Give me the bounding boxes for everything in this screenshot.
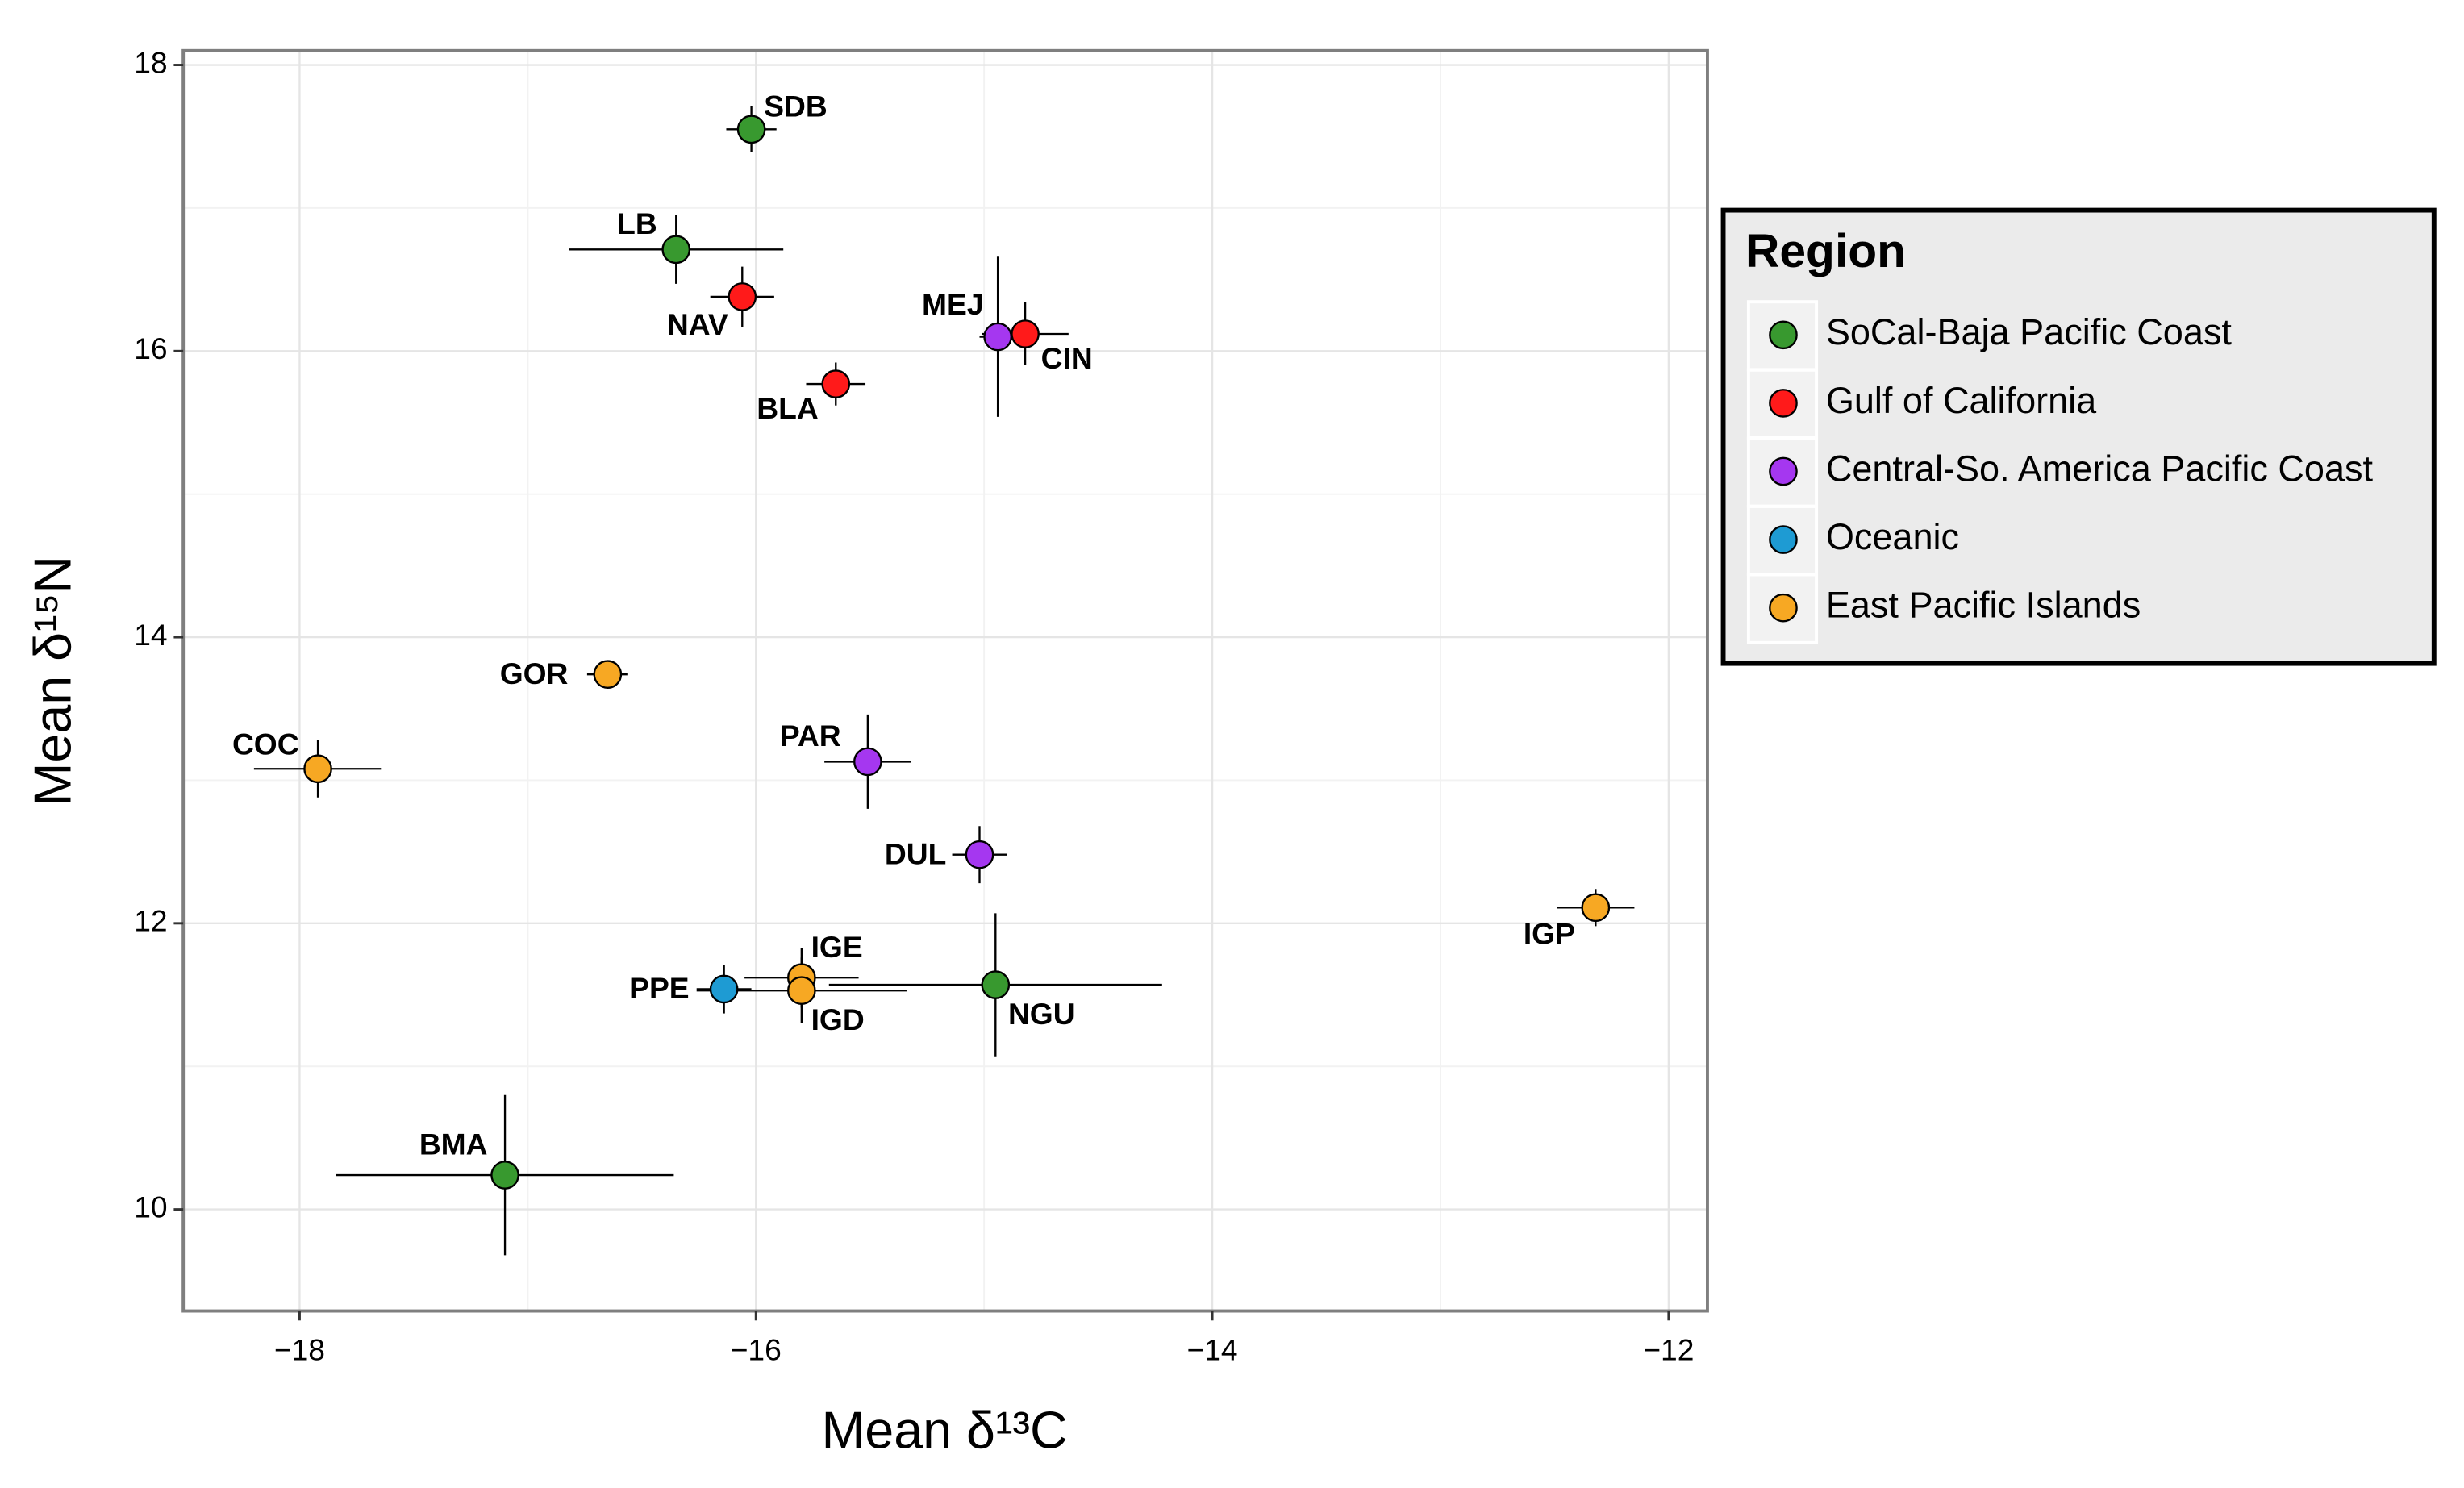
point-label: PAR <box>780 719 841 752</box>
legend-key <box>1746 436 1819 508</box>
legend-label: East Pacific Islands <box>1826 585 2141 626</box>
y-tick-label: 12 <box>134 904 167 938</box>
legend-box <box>1720 207 2437 666</box>
x-tick-label: −16 <box>731 1332 782 1366</box>
legend-label: Gulf of California <box>1826 380 2097 421</box>
y-tick-label: 18 <box>134 45 167 79</box>
point-label: PPE <box>629 971 689 1005</box>
y-tick-label: 16 <box>134 331 167 365</box>
point <box>736 115 766 144</box>
point-label: IGP <box>1524 916 1575 950</box>
point <box>728 282 757 311</box>
point <box>490 1161 519 1190</box>
point-label: IGE <box>811 930 863 964</box>
point-label: GOR <box>500 656 569 690</box>
point <box>983 322 1012 352</box>
point-label: IGD <box>811 1002 865 1036</box>
point <box>593 660 623 690</box>
x-axis-title: Mean δ¹³C <box>821 1401 1067 1459</box>
legend-title: Region <box>1745 225 1906 277</box>
point-label: MEJ <box>922 287 983 321</box>
legend-marker <box>1769 593 1798 623</box>
legend-marker <box>1769 320 1798 350</box>
legend-marker <box>1769 456 1798 486</box>
point-label: SDB <box>764 90 828 123</box>
point <box>661 235 691 265</box>
point <box>821 369 851 398</box>
y-tick-label: 14 <box>134 618 167 652</box>
point <box>303 754 332 784</box>
x-tick-label: −12 <box>1643 1332 1694 1366</box>
legend-label: Oceanic <box>1826 516 1959 557</box>
legend-marker <box>1769 389 1798 418</box>
point <box>853 747 882 777</box>
point-label: BLA <box>757 391 818 425</box>
point-label: COC <box>232 727 299 761</box>
plot-background <box>183 50 1707 1311</box>
point <box>965 840 994 869</box>
point-label: BMA <box>419 1127 488 1161</box>
point <box>709 974 739 1004</box>
point-label: CIN <box>1041 341 1093 375</box>
plot-border <box>181 48 1709 1313</box>
x-tick-label: −14 <box>1187 1332 1238 1366</box>
point-label: NAV <box>667 307 728 341</box>
y-tick-label: 10 <box>134 1190 167 1223</box>
point <box>787 976 816 1006</box>
point <box>1011 319 1040 348</box>
point <box>1581 893 1611 923</box>
x-tick-label: −18 <box>274 1332 325 1366</box>
point-label: NGU <box>1008 997 1075 1031</box>
y-axis-title: Mean δ¹⁵N <box>24 556 82 807</box>
point-label: LB <box>617 206 657 240</box>
point-label: DUL <box>885 836 946 870</box>
point <box>981 970 1011 999</box>
legend-label: SoCal-Baja Pacific Coast <box>1826 311 2233 352</box>
legend-marker <box>1769 525 1798 554</box>
legend-label: Central-So. America Pacific Coast <box>1826 448 2374 489</box>
